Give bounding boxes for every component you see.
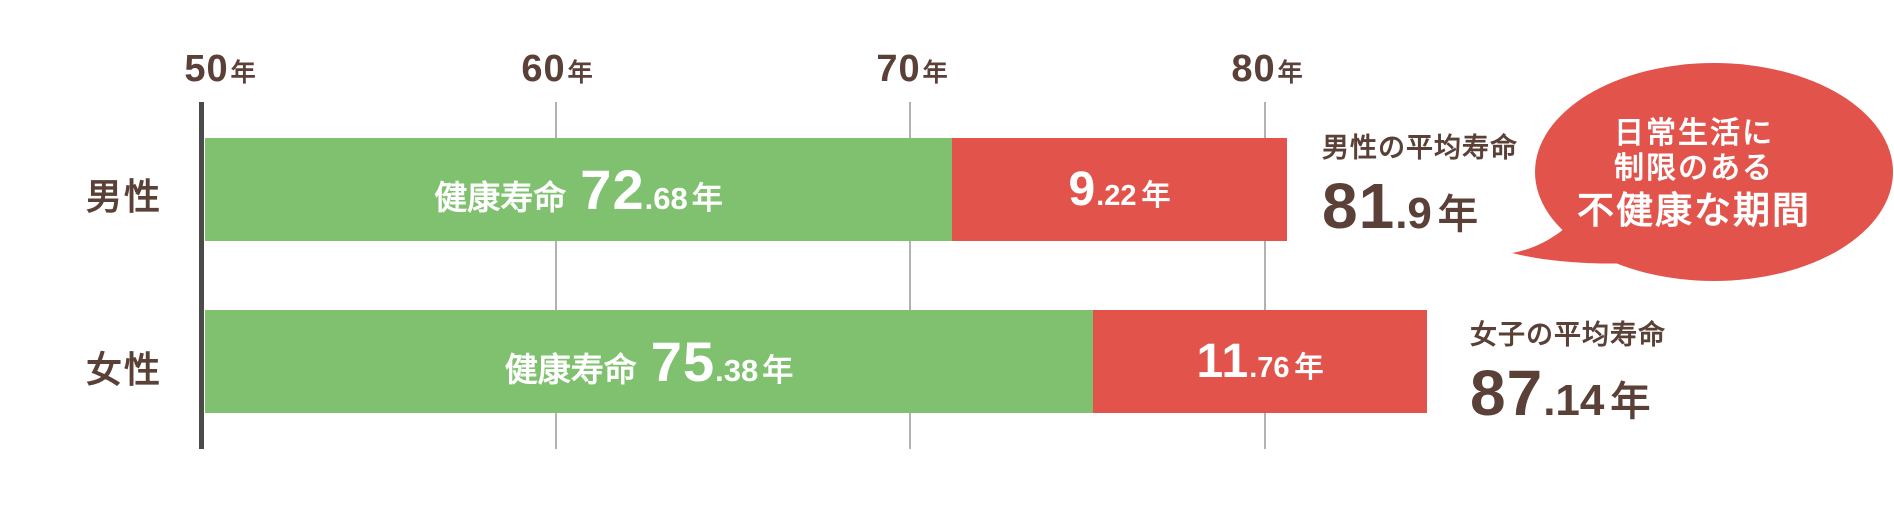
value-unit: 年 [1294, 352, 1324, 384]
gridline-80 [1264, 102, 1266, 449]
value-dec: .22 [1096, 180, 1137, 212]
bubble-text-line1: 日常生活に [1614, 117, 1774, 150]
value-int: 87 [1470, 357, 1544, 429]
bar-women-unhealthy: 11 .76 年 [1093, 310, 1427, 413]
gridline-70 [909, 102, 911, 449]
x-tick-50: 50 年 [184, 48, 255, 91]
row-label-men: 男性 [85, 176, 162, 217]
bar-men-unhealthy: 9 .22 年 [952, 138, 1287, 241]
value-unit: 年 [762, 353, 794, 388]
value-unit: 年 [1141, 180, 1171, 212]
tick-number: 50 [184, 48, 229, 90]
total-women: 女子の平均寿命 87 .14 年 [1470, 313, 1666, 430]
value-int: 11 [1196, 335, 1250, 388]
tick-unit: 年 [567, 59, 593, 87]
value-int: 81 [1322, 170, 1396, 242]
value-dec: .68 [644, 181, 688, 216]
x-tick-60: 60 年 [521, 48, 592, 91]
axis-line-50 [199, 102, 204, 449]
bar-men-healthy-label: 健康寿命 72 .68 年 [434, 157, 722, 222]
tick-number: 80 [1231, 48, 1276, 90]
row-label-women: 女性 [85, 349, 162, 390]
bar-women-healthy: 健康寿命 75 .38 年 [205, 310, 1093, 413]
healthy-prefix: 健康寿命 [434, 179, 567, 216]
value-int: 72 [580, 158, 645, 221]
bubble-text-line2: 制限のある [1614, 152, 1774, 185]
x-tick-80: 80 年 [1231, 48, 1302, 91]
tick-unit: 年 [230, 59, 256, 87]
value-dec: .38 [715, 353, 759, 388]
tick-number: 70 [876, 48, 921, 90]
bar-women-healthy-label: 健康寿命 75 .38 年 [505, 329, 793, 394]
value-dec: .76 [1249, 352, 1290, 384]
healthy-prefix: 健康寿命 [504, 351, 637, 388]
bubble-text-line3: 不健康な期間 [1577, 190, 1811, 231]
bar-men-unhealthy-label: 9 .22 年 [1068, 162, 1170, 217]
value-int: 75 [650, 330, 716, 393]
value-unit: 年 [1437, 193, 1478, 237]
total-men: 男性の平均寿命 81 .9 年 [1322, 126, 1518, 243]
gridline-60 [555, 102, 557, 449]
total-women-value: 87 .14 年 [1470, 356, 1666, 430]
total-men-caption: 男性の平均寿命 [1322, 133, 1518, 163]
bar-men-healthy: 健康寿命 72 .68 年 [205, 138, 952, 241]
value-dec: .14 [1543, 376, 1605, 425]
total-women-caption: 女子の平均寿命 [1470, 320, 1666, 350]
total-men-value: 81 .9 年 [1322, 169, 1518, 243]
tick-unit: 年 [1277, 59, 1303, 87]
x-tick-70: 70 年 [876, 48, 947, 91]
tick-unit: 年 [922, 59, 948, 87]
value-dec: .9 [1395, 189, 1432, 238]
bar-women-unhealthy-label: 11 .76 年 [1196, 334, 1323, 389]
tick-number: 60 [521, 48, 566, 90]
value-unit: 年 [1610, 380, 1651, 424]
value-int: 9 [1068, 163, 1097, 216]
value-unit: 年 [691, 181, 723, 216]
